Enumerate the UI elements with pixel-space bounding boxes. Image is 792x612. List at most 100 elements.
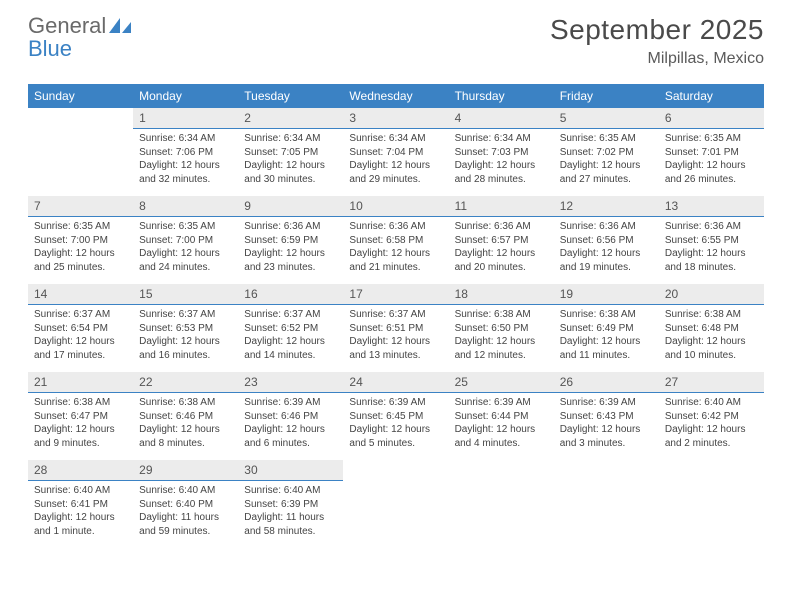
day-sunset: Sunset: 6:47 PM <box>34 410 127 424</box>
brand-part2: Blue <box>28 36 72 61</box>
day-sunrise: Sunrise: 6:34 AM <box>349 132 442 146</box>
brand-logo: General Blue <box>28 14 131 60</box>
day-sunrise: Sunrise: 6:37 AM <box>244 308 337 322</box>
calendar-cell: 26Sunrise: 6:39 AMSunset: 6:43 PMDayligh… <box>554 372 659 460</box>
calendar-cell: 5Sunrise: 6:35 AMSunset: 7:02 PMDaylight… <box>554 108 659 196</box>
day-body: Sunrise: 6:34 AMSunset: 7:06 PMDaylight:… <box>133 129 238 190</box>
calendar-cell <box>554 460 659 548</box>
day-dl1: Daylight: 12 hours <box>139 247 232 261</box>
calendar-cell: 16Sunrise: 6:37 AMSunset: 6:52 PMDayligh… <box>238 284 343 372</box>
day-number: 24 <box>343 372 448 393</box>
day-sunrise: Sunrise: 6:40 AM <box>139 484 232 498</box>
day-dl1: Daylight: 12 hours <box>34 335 127 349</box>
title-block: September 2025 Milpillas, Mexico <box>550 14 764 68</box>
day-body: Sunrise: 6:40 AMSunset: 6:40 PMDaylight:… <box>133 481 238 542</box>
day-body: Sunrise: 6:35 AMSunset: 7:00 PMDaylight:… <box>28 217 133 278</box>
day-body: Sunrise: 6:35 AMSunset: 7:01 PMDaylight:… <box>659 129 764 190</box>
day-sunrise: Sunrise: 6:36 AM <box>560 220 653 234</box>
day-dl2: and 58 minutes. <box>244 525 337 539</box>
calendar-cell: 12Sunrise: 6:36 AMSunset: 6:56 PMDayligh… <box>554 196 659 284</box>
day-sunrise: Sunrise: 6:35 AM <box>139 220 232 234</box>
day-sunset: Sunset: 6:54 PM <box>34 322 127 336</box>
weekday-header: Thursday <box>449 84 554 108</box>
day-body: Sunrise: 6:34 AMSunset: 7:04 PMDaylight:… <box>343 129 448 190</box>
day-number: 1 <box>133 108 238 129</box>
day-number: 6 <box>659 108 764 129</box>
day-sunset: Sunset: 6:39 PM <box>244 498 337 512</box>
calendar-cell: 20Sunrise: 6:38 AMSunset: 6:48 PMDayligh… <box>659 284 764 372</box>
day-dl2: and 5 minutes. <box>349 437 442 451</box>
day-dl2: and 12 minutes. <box>455 349 548 363</box>
day-number: 30 <box>238 460 343 481</box>
day-dl2: and 2 minutes. <box>665 437 758 451</box>
day-sunset: Sunset: 7:04 PM <box>349 146 442 160</box>
day-sunset: Sunset: 7:01 PM <box>665 146 758 160</box>
calendar-cell: 10Sunrise: 6:36 AMSunset: 6:58 PMDayligh… <box>343 196 448 284</box>
day-sunrise: Sunrise: 6:39 AM <box>349 396 442 410</box>
day-dl1: Daylight: 12 hours <box>244 335 337 349</box>
day-sunrise: Sunrise: 6:34 AM <box>139 132 232 146</box>
day-sunrise: Sunrise: 6:34 AM <box>244 132 337 146</box>
day-sunrise: Sunrise: 6:36 AM <box>349 220 442 234</box>
day-dl2: and 23 minutes. <box>244 261 337 275</box>
day-dl1: Daylight: 11 hours <box>139 511 232 525</box>
day-number: 23 <box>238 372 343 393</box>
day-dl2: and 19 minutes. <box>560 261 653 275</box>
weekday-header: Sunday <box>28 84 133 108</box>
day-dl2: and 30 minutes. <box>244 173 337 187</box>
weekday-row: SundayMondayTuesdayWednesdayThursdayFrid… <box>28 84 764 108</box>
day-dl2: and 24 minutes. <box>139 261 232 275</box>
calendar-cell: 11Sunrise: 6:36 AMSunset: 6:57 PMDayligh… <box>449 196 554 284</box>
calendar-week: 7Sunrise: 6:35 AMSunset: 7:00 PMDaylight… <box>28 196 764 284</box>
weekday-header: Saturday <box>659 84 764 108</box>
day-dl1: Daylight: 12 hours <box>139 335 232 349</box>
day-sunset: Sunset: 6:50 PM <box>455 322 548 336</box>
day-body: Sunrise: 6:34 AMSunset: 7:03 PMDaylight:… <box>449 129 554 190</box>
day-dl1: Daylight: 12 hours <box>665 423 758 437</box>
day-sunset: Sunset: 6:59 PM <box>244 234 337 248</box>
day-number: 13 <box>659 196 764 217</box>
day-body: Sunrise: 6:37 AMSunset: 6:54 PMDaylight:… <box>28 305 133 366</box>
day-dl2: and 11 minutes. <box>560 349 653 363</box>
day-sunset: Sunset: 7:00 PM <box>34 234 127 248</box>
day-dl1: Daylight: 12 hours <box>560 335 653 349</box>
day-sunset: Sunset: 6:56 PM <box>560 234 653 248</box>
day-body: Sunrise: 6:39 AMSunset: 6:45 PMDaylight:… <box>343 393 448 454</box>
day-sunrise: Sunrise: 6:39 AM <box>455 396 548 410</box>
day-number: 7 <box>28 196 133 217</box>
day-dl2: and 29 minutes. <box>349 173 442 187</box>
day-dl1: Daylight: 12 hours <box>455 159 548 173</box>
day-number: 3 <box>343 108 448 129</box>
day-body: Sunrise: 6:36 AMSunset: 6:58 PMDaylight:… <box>343 217 448 278</box>
day-sunset: Sunset: 6:40 PM <box>139 498 232 512</box>
day-number: 20 <box>659 284 764 305</box>
day-number: 22 <box>133 372 238 393</box>
day-body: Sunrise: 6:39 AMSunset: 6:44 PMDaylight:… <box>449 393 554 454</box>
day-sunset: Sunset: 7:03 PM <box>455 146 548 160</box>
day-sunrise: Sunrise: 6:36 AM <box>455 220 548 234</box>
weekday-header: Tuesday <box>238 84 343 108</box>
day-sunset: Sunset: 6:57 PM <box>455 234 548 248</box>
day-dl1: Daylight: 12 hours <box>349 423 442 437</box>
month-title: September 2025 <box>550 14 764 46</box>
day-body: Sunrise: 6:40 AMSunset: 6:42 PMDaylight:… <box>659 393 764 454</box>
day-sunrise: Sunrise: 6:38 AM <box>560 308 653 322</box>
day-number: 9 <box>238 196 343 217</box>
day-sunrise: Sunrise: 6:35 AM <box>560 132 653 146</box>
day-sunset: Sunset: 6:46 PM <box>244 410 337 424</box>
day-number: 2 <box>238 108 343 129</box>
day-sunrise: Sunrise: 6:36 AM <box>665 220 758 234</box>
day-sunset: Sunset: 6:58 PM <box>349 234 442 248</box>
day-sunset: Sunset: 6:45 PM <box>349 410 442 424</box>
calendar-cell <box>449 460 554 548</box>
day-dl1: Daylight: 12 hours <box>455 335 548 349</box>
day-number: 5 <box>554 108 659 129</box>
day-sunset: Sunset: 6:53 PM <box>139 322 232 336</box>
day-dl2: and 59 minutes. <box>139 525 232 539</box>
day-dl2: and 6 minutes. <box>244 437 337 451</box>
day-dl1: Daylight: 12 hours <box>34 511 127 525</box>
day-dl1: Daylight: 11 hours <box>244 511 337 525</box>
day-body: Sunrise: 6:37 AMSunset: 6:53 PMDaylight:… <box>133 305 238 366</box>
day-dl2: and 10 minutes. <box>665 349 758 363</box>
calendar-cell <box>659 460 764 548</box>
